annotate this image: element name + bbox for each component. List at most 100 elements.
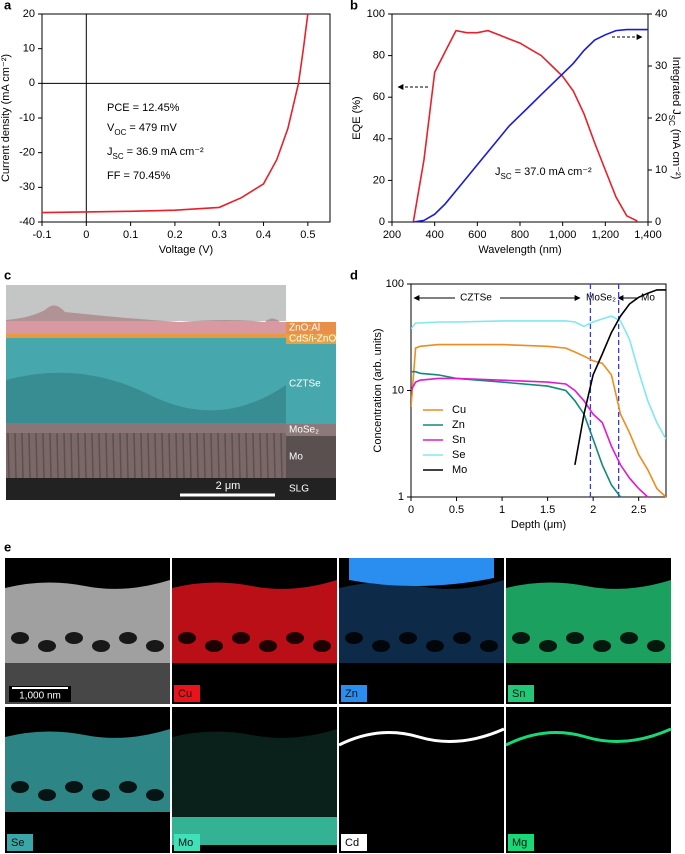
texture — [238, 432, 241, 479]
texture — [245, 432, 248, 479]
x-axis-label: Depth (μm) — [511, 519, 566, 531]
texture — [203, 432, 206, 479]
void — [178, 632, 196, 644]
annotation: VOC = 479 mV — [107, 122, 177, 137]
cds-layer — [6, 334, 286, 338]
texture — [63, 432, 66, 479]
texture — [140, 432, 143, 479]
void — [146, 640, 164, 652]
text-part: SC — [667, 115, 676, 126]
void — [119, 632, 137, 644]
void — [38, 789, 56, 801]
void — [65, 632, 83, 644]
panel-label: a — [4, 0, 12, 12]
void — [65, 781, 83, 793]
x-axis-label: Voltage (V) — [159, 244, 213, 256]
data-line — [411, 343, 666, 498]
x-tick-label: 0.4 — [256, 229, 271, 241]
y-tick-label: 0 — [379, 216, 385, 228]
void — [539, 640, 557, 652]
y-tick-label: 1 — [398, 491, 404, 503]
data-line — [413, 28, 648, 223]
texture — [280, 432, 283, 479]
texture — [56, 432, 59, 479]
texture — [77, 432, 80, 479]
annotation: JSC = 37.0 mA cm⁻² — [495, 166, 592, 181]
x-tick-label: 2.5 — [631, 504, 646, 516]
text-part: V — [107, 122, 115, 134]
y2-tick-label: 40 — [655, 8, 667, 20]
y2-axis-label: Integrated JSC (mA cm⁻²) — [667, 57, 682, 180]
panel-label: d — [350, 267, 358, 282]
void — [119, 781, 137, 793]
layer-label-bg — [286, 424, 336, 436]
x-tick-label: 1,400 — [634, 229, 662, 241]
y2-tick-label: 0 — [655, 216, 661, 228]
texture — [98, 432, 101, 479]
texture — [154, 432, 157, 479]
layer-label: MoSe₂ — [289, 425, 319, 436]
legend-label: Zn — [452, 419, 465, 431]
x-tick-label: 800 — [511, 229, 529, 241]
y-tick-label: 20 — [23, 8, 35, 20]
legend-label: Se — [452, 449, 465, 461]
map-bg — [339, 707, 504, 853]
layer-label-bg — [286, 478, 336, 500]
map-region — [172, 580, 337, 663]
text-part: J — [495, 166, 501, 178]
text-part: OC — [114, 128, 126, 137]
y-axis-label: EQE (%) — [351, 96, 363, 139]
void — [259, 640, 277, 652]
void — [647, 640, 665, 652]
mo-layer — [6, 433, 286, 478]
map-label-bg — [174, 685, 200, 702]
y-tick-label: 10 — [392, 384, 404, 396]
region-label: Mo — [641, 293, 655, 304]
x-tick-label: 0.1 — [123, 229, 138, 241]
region-label: CZTSe — [460, 293, 492, 304]
x-tick-label: 0 — [408, 504, 414, 516]
text-part: = 479 mV — [126, 122, 177, 134]
texture — [112, 432, 115, 479]
annotation: JSC = 36.9 mA cm⁻² — [107, 146, 204, 161]
texture — [217, 432, 220, 479]
map-label-bg — [508, 685, 534, 702]
texture — [42, 432, 45, 479]
panel-label: b — [350, 0, 358, 12]
layer-label-bg — [286, 322, 336, 334]
y2-tick-label: 30 — [655, 60, 667, 72]
void — [11, 632, 29, 644]
map-label: Mo — [178, 837, 193, 849]
texture — [147, 432, 150, 479]
void — [480, 640, 498, 652]
text-part: PCE = 12.45% — [107, 102, 180, 114]
scale-bar-bg — [9, 686, 71, 702]
texture — [189, 432, 192, 479]
void — [92, 640, 110, 652]
map-label: Cu — [178, 688, 192, 700]
texture — [266, 432, 269, 479]
map-bg — [506, 707, 671, 853]
text-part: = 36.9 mA cm⁻² — [124, 146, 204, 158]
texture — [7, 432, 10, 479]
panel-label: c — [4, 267, 11, 282]
texture — [21, 432, 24, 479]
texture — [49, 432, 52, 479]
y-tick-label: -20 — [19, 147, 35, 159]
plot-frame — [391, 13, 649, 223]
map-band — [349, 558, 494, 587]
y-tick-label: -30 — [19, 181, 35, 193]
legend-label: Mo — [452, 464, 467, 476]
annotation: PCE = 12.45% — [107, 102, 180, 114]
micrograph-bg — [6, 285, 286, 321]
scale-bar-label: 2 μm — [216, 480, 241, 492]
void — [38, 640, 56, 652]
map-label-bg — [341, 685, 367, 702]
texture — [161, 432, 164, 479]
x-tick-label: 0.3 — [212, 229, 227, 241]
layer-label: ZnO:Al — [289, 323, 320, 334]
map-region — [506, 580, 671, 663]
x-tick-label: 1.5 — [540, 504, 555, 516]
y-axis-label: Current density (mA cm⁻²) — [0, 54, 12, 182]
